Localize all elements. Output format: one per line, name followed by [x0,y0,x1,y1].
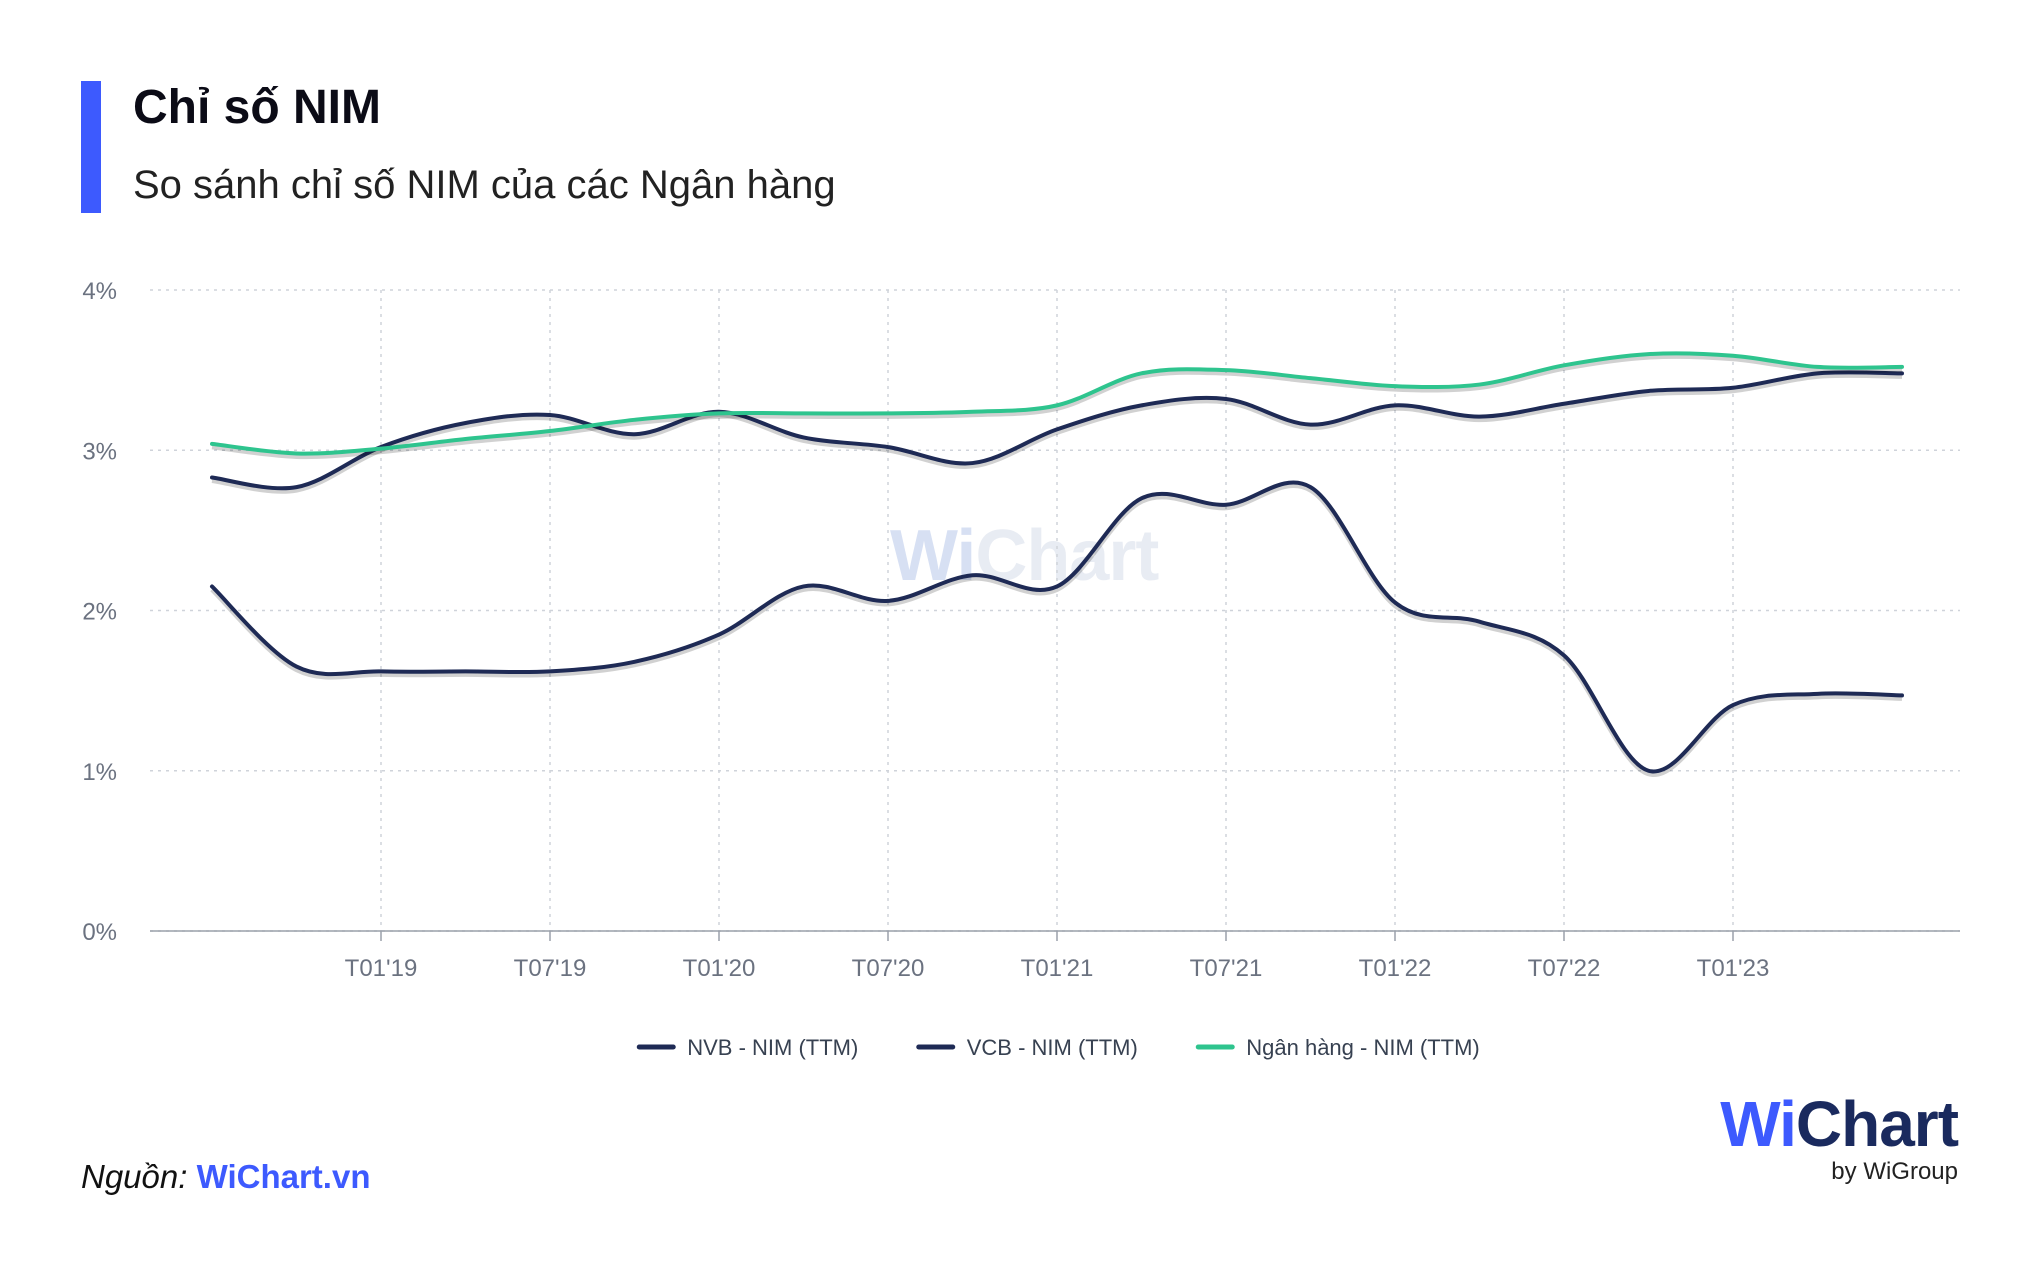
x-tick-label: T01'21 [1021,955,1094,982]
legend-item-0[interactable]: NVB - NIM (TTM) [636,1035,858,1060]
chart-subtitle: So sánh chỉ số NIM của các Ngân hàng [133,163,836,207]
x-tick-label: T07'21 [1190,955,1263,982]
x-tick-label: T01'23 [1697,955,1770,982]
logo-brand-a: Wi [1720,1088,1797,1160]
series-shadow [211,372,1903,494]
legend-label: NVB - NIM (TTM) [687,1035,858,1060]
legend-label: VCB - NIM (TTM) [967,1035,1138,1060]
watermark-logo: WiChart [890,516,1159,596]
logo-brand-b: Chart [1795,1088,1959,1160]
axes: 0% 1% 2% 3% 4% T01'19 T07'19 T01'20 T07'20 T01'21… [82,278,1960,982]
x-tick-label: T07'22 [1528,955,1601,982]
y-tick-label: 0% [82,919,117,946]
source-link[interactable]: WiChart.vn [196,1158,371,1195]
y-tick-label: 1% [82,759,117,786]
series-line-0 [210,480,1904,774]
y-tick-label: 4% [82,278,117,305]
x-tick-label: T01'22 [1359,955,1432,982]
x-tick-label: T01'19 [345,955,418,982]
title-accent-bar [81,81,101,213]
x-tick-label: T07'19 [514,955,587,982]
series-line-1 [210,370,1904,491]
y-tick-label: 3% [82,438,117,465]
series [210,351,1904,777]
wichart-logo[interactable]: WiChart by WiGroup [1720,1092,1959,1186]
legend-item-1[interactable]: VCB - NIM (TTM) [916,1035,1138,1060]
x-tick-label: T01'20 [683,955,756,982]
source-note: Nguồn: WiChart.vn [81,1158,370,1196]
series-line-2 [210,351,1904,456]
legend-label: Ngân hàng - NIM (TTM) [1246,1035,1480,1060]
legend[interactable]: NVB - NIM (TTM) VCB - NIM (TTM) Ngân hàng … [636,1035,1480,1060]
legend-item-2[interactable]: Ngân hàng - NIM (TTM) [1195,1035,1480,1060]
series-shadow [211,353,1903,460]
chart-title: Chỉ số NIM [133,81,381,134]
x-tick-label: T07'20 [852,955,925,982]
grid [150,289,1960,932]
logo-byline: by WiGroup [1831,1158,1958,1185]
y-tick-label: 2% [82,599,117,626]
source-label: Nguồn: [81,1158,188,1195]
